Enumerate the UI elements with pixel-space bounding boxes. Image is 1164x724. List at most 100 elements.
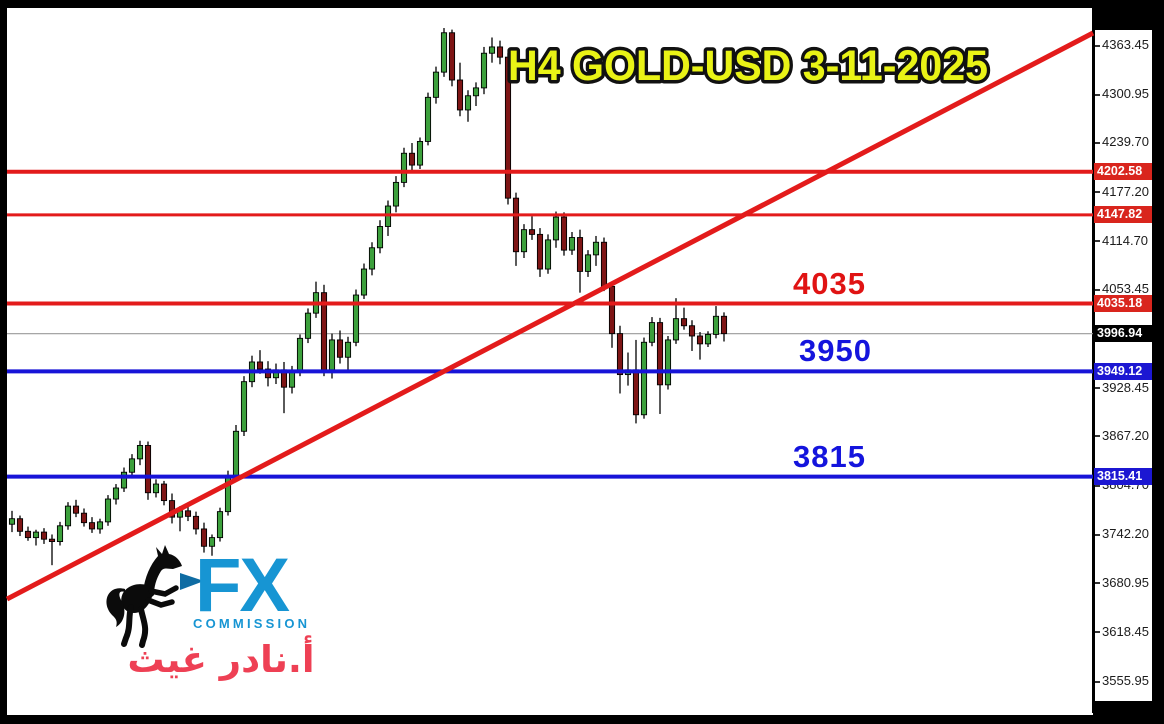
- axis-tick: 4300.95: [1095, 86, 1149, 102]
- chart-title: H4 GOLD-USD 3-11-2025: [508, 42, 988, 90]
- candle: [376, 220, 384, 254]
- candle: [200, 522, 208, 553]
- candle: [192, 511, 200, 535]
- candle: [320, 284, 328, 377]
- candle: [496, 40, 504, 65]
- candle: [240, 376, 248, 437]
- candle: [720, 312, 728, 342]
- logo-fx-text: FX: [195, 543, 290, 628]
- price-label: 3815.41: [1094, 468, 1152, 486]
- candle: [624, 352, 632, 386]
- ascending-trendline[interactable]: [5, 30, 1095, 602]
- logo-arabic-signature: أ.نادر غيث: [125, 633, 316, 683]
- candle: [120, 467, 128, 492]
- candle: [632, 339, 640, 424]
- price-label: 4147.82: [1094, 206, 1152, 224]
- candle: [64, 502, 72, 530]
- candle: [480, 46, 488, 95]
- candle: [112, 484, 120, 505]
- axis-tick: 4239.70: [1095, 134, 1149, 150]
- tick-dash: [1095, 240, 1100, 243]
- candle: [424, 92, 432, 146]
- candle: [16, 515, 24, 537]
- candle: [32, 529, 40, 546]
- tick-dash: [1095, 484, 1100, 487]
- candle: [304, 308, 312, 344]
- annotation-4035: 4035: [793, 265, 866, 301]
- horse-icon: [106, 545, 182, 648]
- pennant-icon: [180, 573, 204, 590]
- chart-title-block: H4 GOLD-USD 3-11-2025: [505, 39, 992, 94]
- candle: [512, 192, 520, 266]
- candle: [584, 250, 592, 277]
- candle: [264, 361, 272, 387]
- tick-dash: [1095, 435, 1100, 438]
- candle: [40, 528, 48, 544]
- axis-tick: 3618.45: [1095, 624, 1149, 640]
- axis-tick: 4363.45: [1095, 37, 1149, 53]
- candle: [128, 454, 136, 479]
- candle: [600, 237, 608, 292]
- candle: [56, 521, 64, 546]
- axis-tick: 4053.45: [1095, 281, 1149, 297]
- candle: [400, 147, 408, 188]
- axis-tick: 3928.45: [1095, 380, 1149, 396]
- candle: [392, 176, 400, 213]
- tick-dash: [1095, 191, 1100, 194]
- price-label: 3949.12: [1094, 362, 1152, 380]
- candle: [208, 534, 216, 556]
- candle: [688, 320, 696, 351]
- candle: [160, 480, 168, 506]
- candle: [656, 317, 664, 414]
- candle: [168, 493, 176, 524]
- trendline-layer[interactable]: [5, 30, 1095, 602]
- candle: [448, 29, 456, 87]
- candle: [568, 232, 576, 255]
- candle: [352, 289, 360, 347]
- candle: [528, 216, 536, 240]
- candle: [464, 90, 472, 122]
- candle: [152, 479, 160, 498]
- axis-tick: 3742.20: [1095, 526, 1149, 542]
- tick-dash: [1095, 387, 1100, 390]
- candle: [88, 517, 96, 533]
- candle: [648, 317, 656, 347]
- candle: [640, 337, 648, 419]
- candle: [336, 330, 344, 364]
- tick-dash: [1095, 44, 1100, 47]
- candle: [24, 526, 32, 541]
- candle: [664, 335, 672, 390]
- candle: [360, 263, 368, 299]
- axis-tick: 4177.20: [1095, 184, 1149, 200]
- support-resistance-lines[interactable]: [7, 169, 1093, 479]
- logo-commission-text: COMMISSION: [193, 616, 311, 631]
- tick-dash: [1095, 631, 1100, 634]
- price-label: 4035.18: [1094, 295, 1152, 313]
- candle: [272, 363, 280, 385]
- candle: [536, 228, 544, 277]
- candle: [592, 235, 600, 266]
- tick-dash: [1095, 93, 1100, 96]
- candle: [440, 28, 448, 77]
- candle: [432, 66, 440, 104]
- candle: [408, 143, 416, 173]
- price-axis-separator: [1092, 8, 1094, 713]
- candle: [232, 424, 240, 481]
- price-label: 4202.58: [1094, 163, 1152, 181]
- annotation-3815: 3815: [793, 438, 866, 474]
- candle: [80, 508, 88, 527]
- tick-dash: [1095, 142, 1100, 145]
- candle: [416, 137, 424, 170]
- candles-layer: [8, 28, 728, 566]
- candle: [456, 62, 464, 117]
- candle: [72, 499, 80, 518]
- candle: [704, 331, 712, 348]
- candle: [576, 229, 584, 293]
- candle: [680, 307, 688, 330]
- candle: [608, 281, 616, 348]
- tick-dash: [1095, 533, 1100, 536]
- candle: [384, 200, 392, 236]
- candle: [488, 37, 496, 63]
